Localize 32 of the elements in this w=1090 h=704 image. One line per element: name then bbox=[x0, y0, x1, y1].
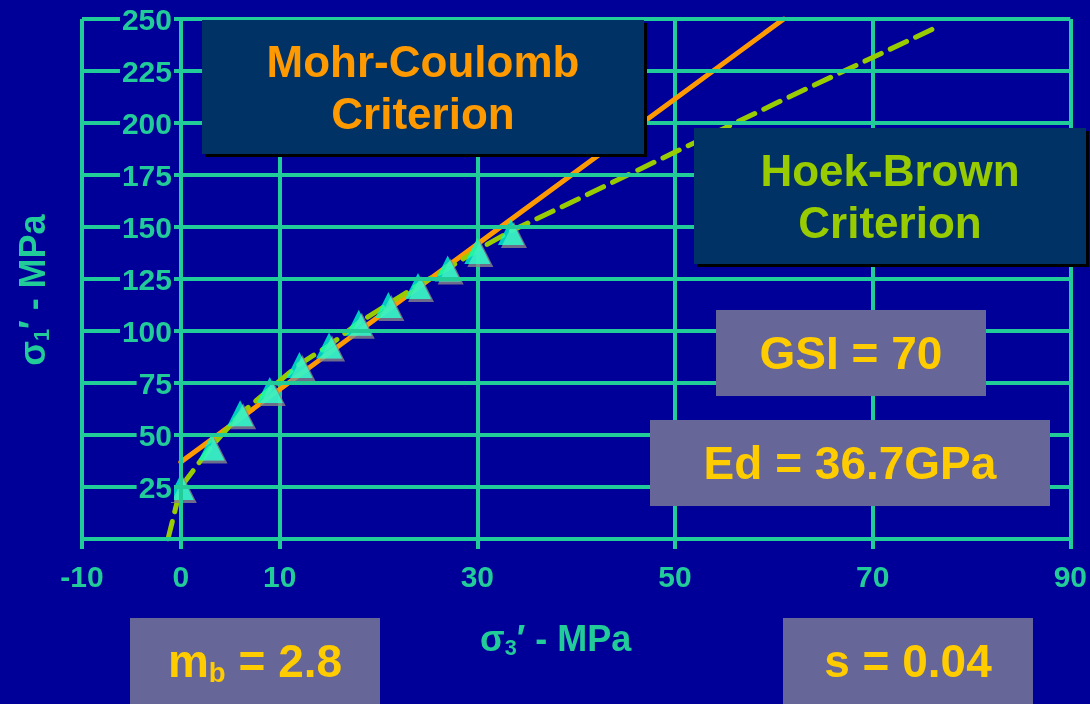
y-tick-label: 150 bbox=[121, 210, 172, 244]
point bbox=[286, 352, 313, 379]
point bbox=[497, 218, 524, 245]
x-tick-label: 30 bbox=[460, 559, 495, 593]
x-tick-label: 70 bbox=[855, 559, 890, 593]
x-tick-label: -10 bbox=[60, 559, 104, 593]
y-tick-label: 100 bbox=[121, 314, 172, 348]
point bbox=[256, 377, 283, 404]
x-tick-label: 50 bbox=[658, 559, 692, 593]
y-tick-label: 225 bbox=[121, 54, 172, 88]
y-tick-label: 25 bbox=[138, 470, 172, 504]
y-tick-label: 175 bbox=[121, 158, 172, 192]
annotation: GSI = 70 bbox=[759, 327, 943, 379]
annotation: Ed = 36.7GPa bbox=[703, 437, 997, 489]
point bbox=[405, 273, 432, 300]
x-tick-label: 10 bbox=[262, 559, 297, 593]
y-axis-title: σ1′ - MPa bbox=[11, 213, 54, 366]
point bbox=[198, 434, 225, 461]
y-tick-label: 200 bbox=[121, 106, 172, 140]
x-tick-label: 90 bbox=[1053, 559, 1087, 593]
x-tick-label: 0 bbox=[172, 559, 190, 593]
point bbox=[464, 237, 491, 264]
y-tick-label: 75 bbox=[138, 366, 172, 400]
point bbox=[227, 400, 254, 427]
text: s = 0.04 bbox=[824, 635, 993, 687]
series-label: Mohr-Coulomb Criterion bbox=[266, 36, 580, 138]
point bbox=[375, 292, 402, 318]
point bbox=[316, 332, 343, 359]
y-tick-label: 250 bbox=[121, 2, 172, 36]
y-tick-label: 125 bbox=[121, 262, 172, 296]
y-tick-label: 50 bbox=[138, 418, 172, 452]
series-label: Hoek-Brown Criterion bbox=[760, 145, 1020, 247]
